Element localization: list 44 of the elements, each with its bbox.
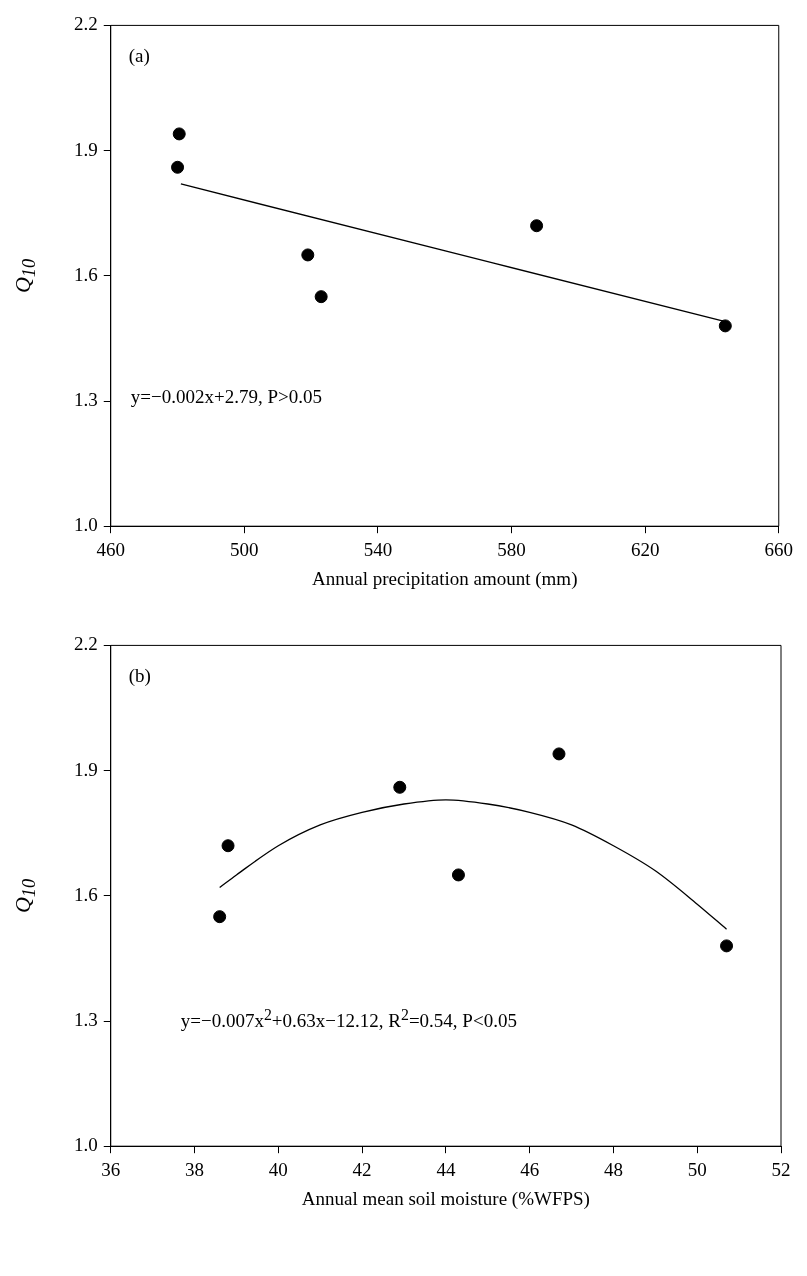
x-tick-label: 46 — [520, 1158, 540, 1180]
y-tick-label: 1.9 — [74, 758, 98, 780]
x-tick-label: 620 — [630, 538, 660, 560]
point — [552, 747, 566, 761]
y-tick-label: 1.0 — [74, 1134, 98, 1156]
x-tick-label: 38 — [185, 1158, 205, 1180]
x-axis-title: Annual mean soil moisture (%WFPS) — [301, 1188, 590, 1211]
line-series — [219, 799, 728, 930]
x-tick-label: 580 — [497, 538, 526, 560]
point — [171, 160, 185, 174]
y-tick-label: 1.3 — [74, 388, 98, 410]
point — [172, 127, 186, 141]
y-tick-label: 1.3 — [74, 1008, 98, 1030]
x-tick-label: 36 — [101, 1158, 121, 1180]
x-tick-label: 52 — [771, 1158, 791, 1180]
annotation: y=−0.002x+2.79, P>0.05 — [130, 385, 322, 408]
x-tick-label: 50 — [687, 1158, 707, 1180]
x-axis-title: Annual precipitation amount (mm) — [312, 568, 578, 591]
x-tick-label: 500 — [230, 538, 259, 560]
y-tick-label: 2.2 — [74, 13, 98, 35]
point — [451, 868, 465, 882]
point — [314, 290, 328, 304]
y-tick-label: 1.9 — [74, 138, 98, 160]
point — [213, 910, 227, 924]
x-tick-label: 40 — [268, 1158, 288, 1180]
y-tick-label: 2.2 — [74, 633, 98, 655]
y-tick-label: 1.0 — [74, 514, 98, 536]
annotation: (b) — [128, 665, 151, 688]
x-tick-label: 660 — [764, 538, 793, 560]
x-tick-label: 48 — [603, 1158, 623, 1180]
y-tick-label: 1.6 — [74, 883, 98, 905]
annotation: y=−0.007x$^{2}$+0.63x−12.12, R$^{2}$=0.54, P<0.05 — [180, 1005, 517, 1033]
point — [221, 839, 235, 853]
annotation: (a) — [128, 45, 150, 68]
point — [530, 219, 544, 233]
point — [393, 780, 407, 794]
x-tick-label: 42 — [352, 1158, 372, 1180]
point — [718, 319, 732, 333]
x-tick-label: 44 — [436, 1158, 456, 1180]
point — [720, 939, 734, 953]
x-tick-label: 460 — [96, 538, 125, 560]
x-tick-label: 540 — [363, 538, 393, 560]
y-tick-label: 1.6 — [74, 263, 98, 285]
point — [301, 248, 315, 262]
